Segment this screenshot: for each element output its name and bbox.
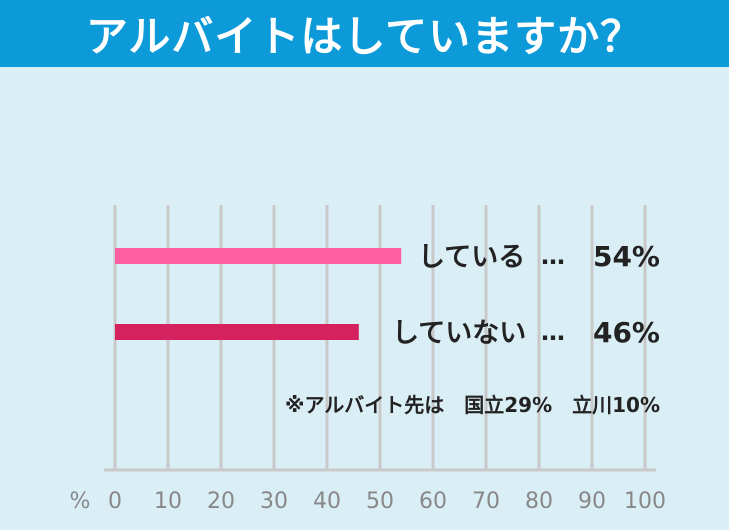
title-banner: アルバイトはしていますか？ xyxy=(0,0,729,67)
separator: … xyxy=(541,242,565,270)
x-tick-label: 30 xyxy=(260,489,288,514)
chart-title: アルバイトはしていますか？ xyxy=(85,12,644,61)
category-label: していない xyxy=(392,318,526,349)
bar xyxy=(115,324,359,340)
value-label: 54% xyxy=(593,240,660,273)
x-tick-label: 60 xyxy=(419,489,447,514)
category-label: している xyxy=(418,242,525,273)
separator: … xyxy=(541,318,565,346)
x-tick-label: 70 xyxy=(472,489,500,514)
x-tick-label: 0 xyxy=(108,489,122,514)
chart-note: ※アルバイト先は 国立29% 立川10% xyxy=(285,393,660,417)
x-tick-label: 20 xyxy=(207,489,235,514)
x-tick-label: 90 xyxy=(578,489,606,514)
bar xyxy=(115,248,402,264)
x-tick-label: 100 xyxy=(624,489,666,514)
x-tick-label: 10 xyxy=(154,489,182,514)
x-tick-label: 80 xyxy=(525,489,553,514)
value-label: 46% xyxy=(593,316,660,349)
x-tick-label: 40 xyxy=(313,489,341,514)
unit-label: % xyxy=(70,489,91,514)
x-tick-label: 50 xyxy=(366,489,394,514)
